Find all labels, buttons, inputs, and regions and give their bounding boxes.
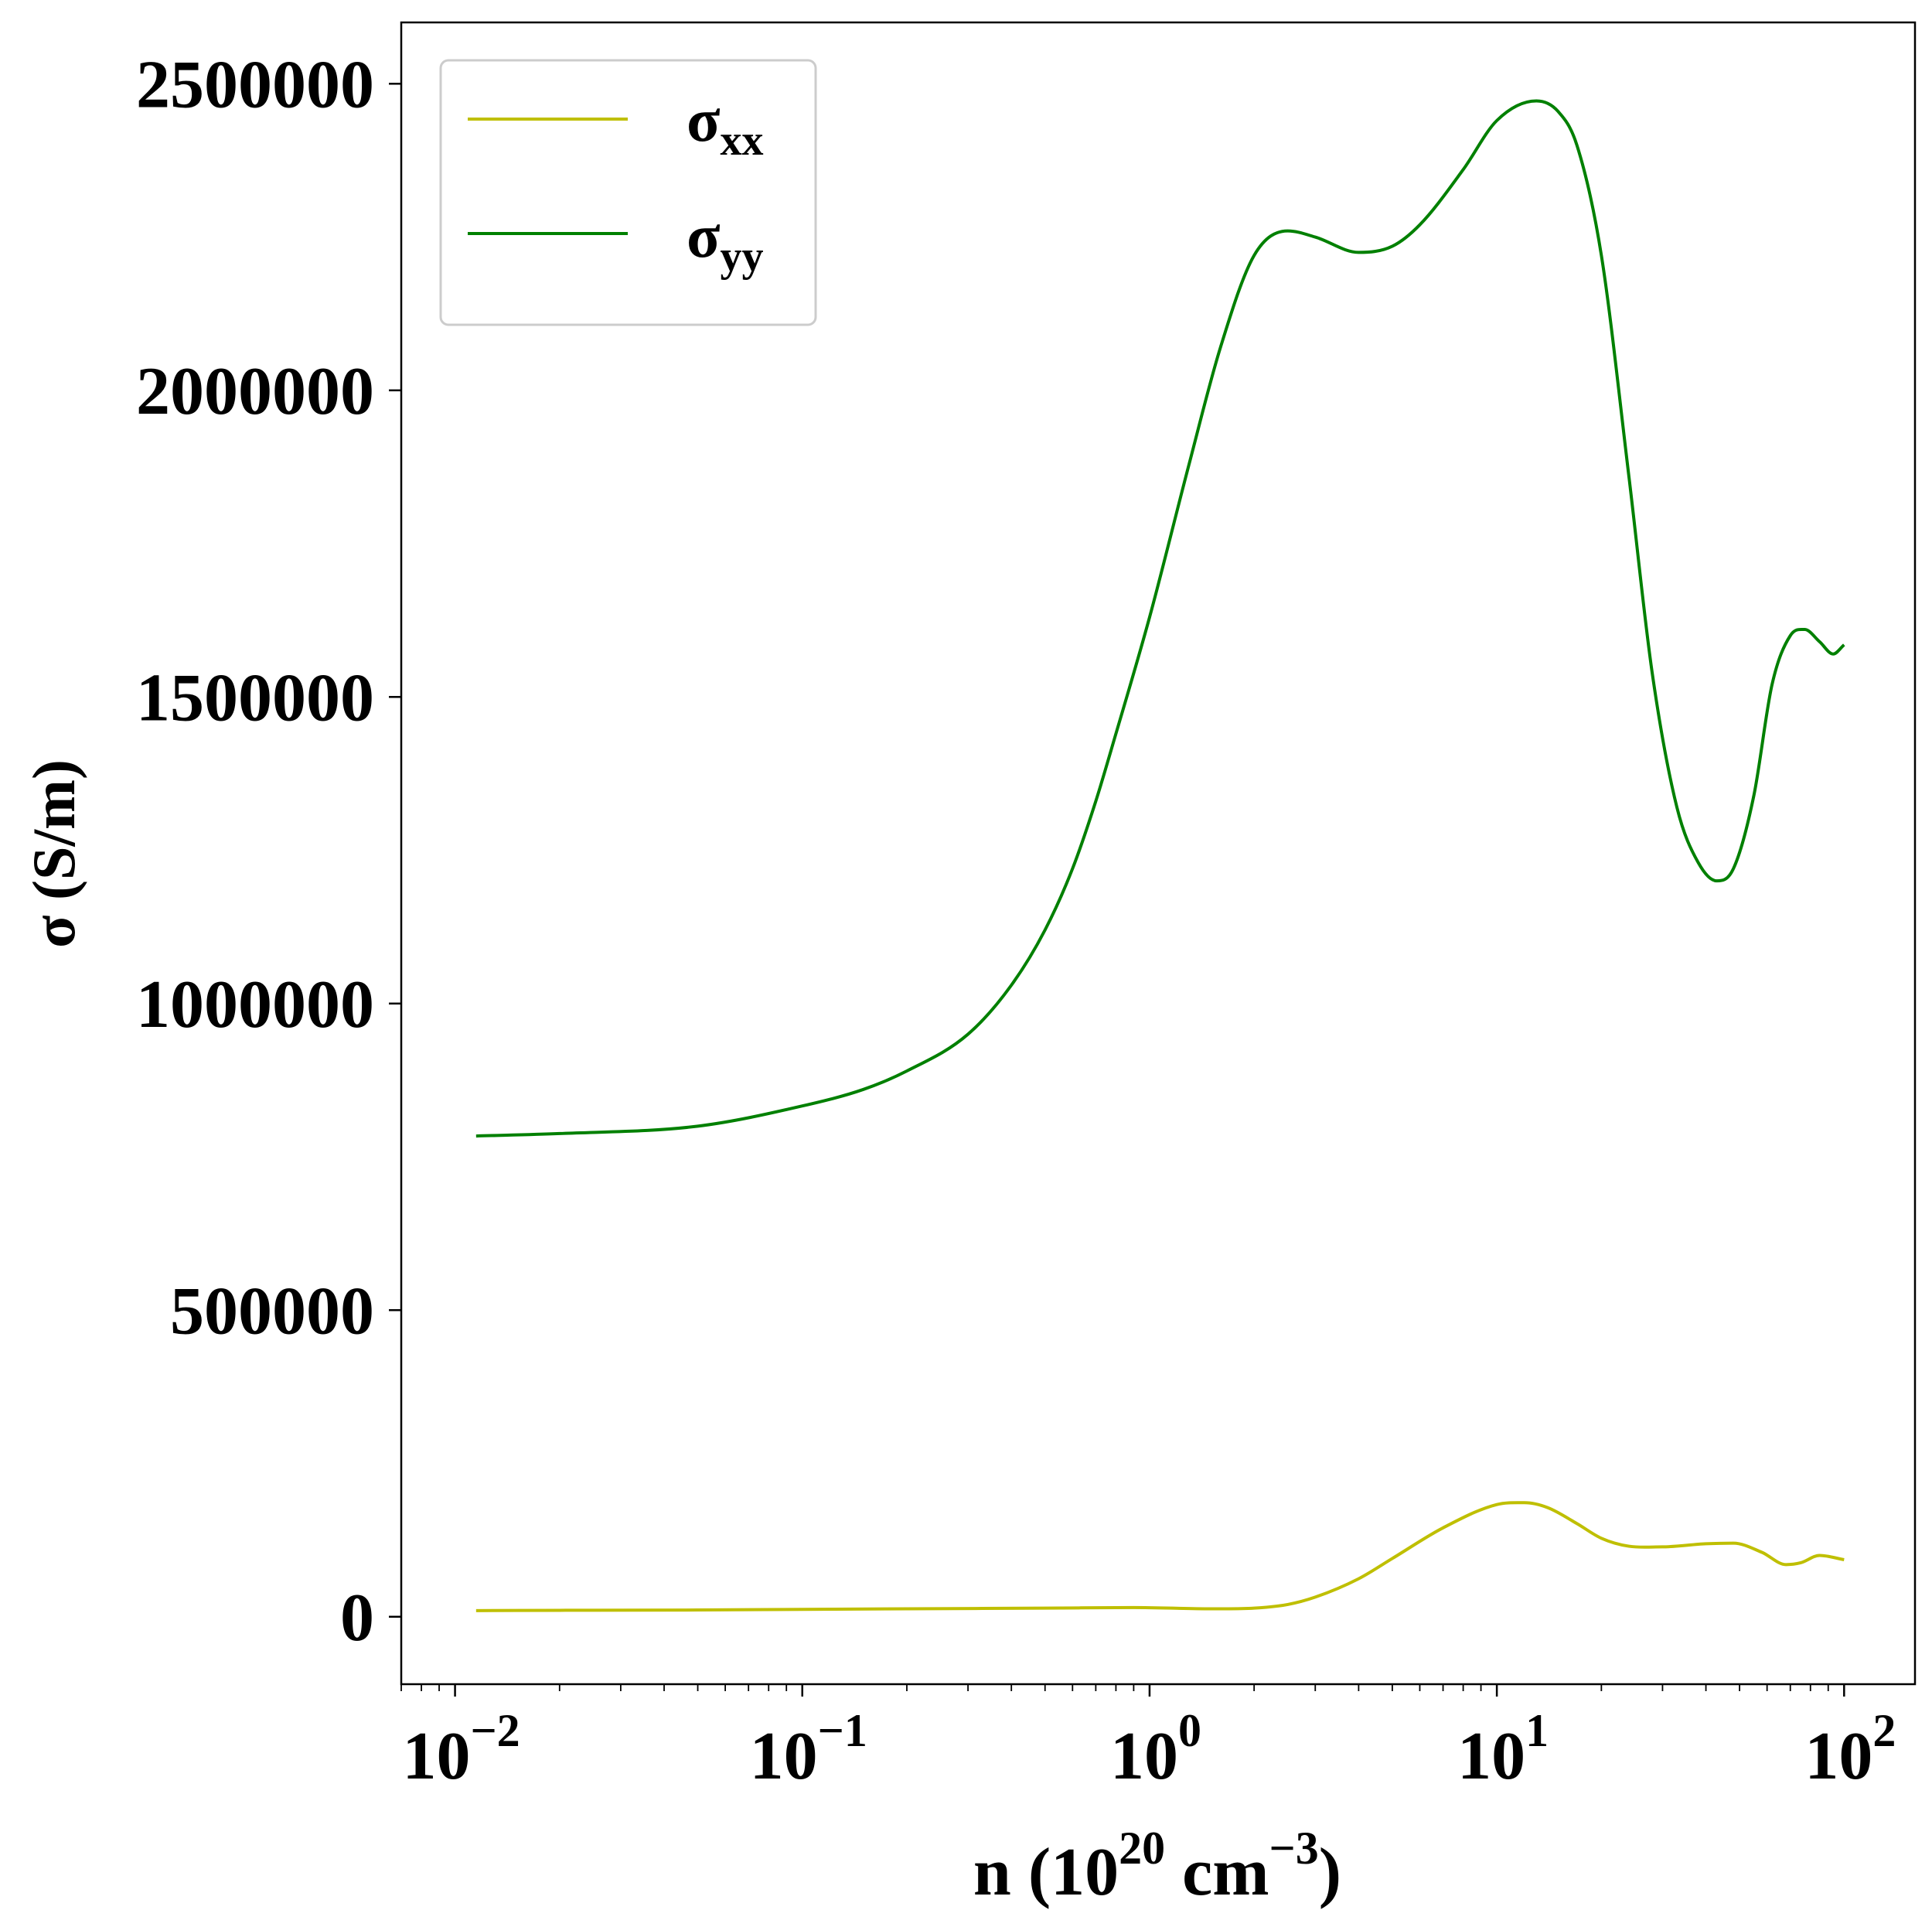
- x-minor-ticks: [400, 1684, 1829, 1691]
- legend-symbol-sigma-xx: σ: [687, 87, 721, 155]
- x-axis-label-exp2: −3: [1269, 1823, 1319, 1874]
- x-tick-label-exponent: −1: [818, 1705, 867, 1756]
- y-tick-labels: 0 500000 1000000 1500000 2000000 2500000: [136, 47, 374, 1655]
- x-tick-label-exponent: 0: [1178, 1705, 1201, 1756]
- y-tick-label: 0: [340, 1581, 374, 1656]
- x-tick-label-base: 10: [750, 1719, 818, 1794]
- y-tick-label: 2000000: [136, 354, 374, 429]
- legend-subscript-sigma-xx: xx: [721, 117, 764, 165]
- x-tick-label-exponent: 1: [1525, 1705, 1549, 1756]
- legend-subscript-sigma-yy: yy: [721, 233, 764, 281]
- legend-label-sigma-xx: σxx: [687, 87, 764, 165]
- x-tick-label-exponent: −2: [470, 1705, 520, 1756]
- x-tick-label: 10−1: [750, 1705, 867, 1794]
- y-tick-label: 1500000: [136, 660, 374, 735]
- legend: σxx σyy: [439, 59, 817, 326]
- x-axis-label-exp1: 20: [1119, 1823, 1165, 1874]
- x-axis-label-end: ): [1319, 1835, 1341, 1910]
- y-ticks: [389, 83, 401, 1618]
- legend-symbol-sigma-yy: σ: [687, 203, 721, 271]
- x-tick-label-base: 10: [402, 1719, 470, 1794]
- x-major-ticks: [454, 1684, 1845, 1697]
- x-tick-labels: 10−2 10−1 100 101 102: [402, 1705, 1896, 1794]
- x-axis-label: n (1020 cm−3): [973, 1823, 1341, 1910]
- series-line-sigma-yy: [475, 99, 1845, 1138]
- y-axis-label: σ (S/m): [20, 759, 87, 948]
- legend-label-sigma-yy: σyy: [687, 203, 764, 281]
- x-axis-label-mid: cm: [1165, 1835, 1269, 1910]
- x-tick-label: 100: [1110, 1705, 1201, 1794]
- legend-box: [439, 59, 817, 326]
- plot-frame: [400, 21, 1917, 1686]
- x-tick-label-base: 10: [1110, 1719, 1178, 1794]
- y-tick-label: 500000: [170, 1274, 374, 1349]
- x-tick-label: 102: [1804, 1705, 1896, 1794]
- series-lines: [475, 99, 1845, 1612]
- x-tick-label: 101: [1457, 1705, 1549, 1794]
- x-axis-label-base: n (10: [973, 1835, 1119, 1910]
- x-tick-label-base: 10: [1457, 1719, 1525, 1794]
- y-tick-label: 2500000: [136, 47, 374, 122]
- x-tick-label-exponent: 2: [1872, 1705, 1896, 1756]
- x-tick-label: 10−2: [402, 1705, 520, 1794]
- y-tick-label: 1000000: [136, 967, 374, 1042]
- series-line-sigma-xx: [475, 1501, 1845, 1612]
- x-tick-label-base: 10: [1804, 1719, 1872, 1794]
